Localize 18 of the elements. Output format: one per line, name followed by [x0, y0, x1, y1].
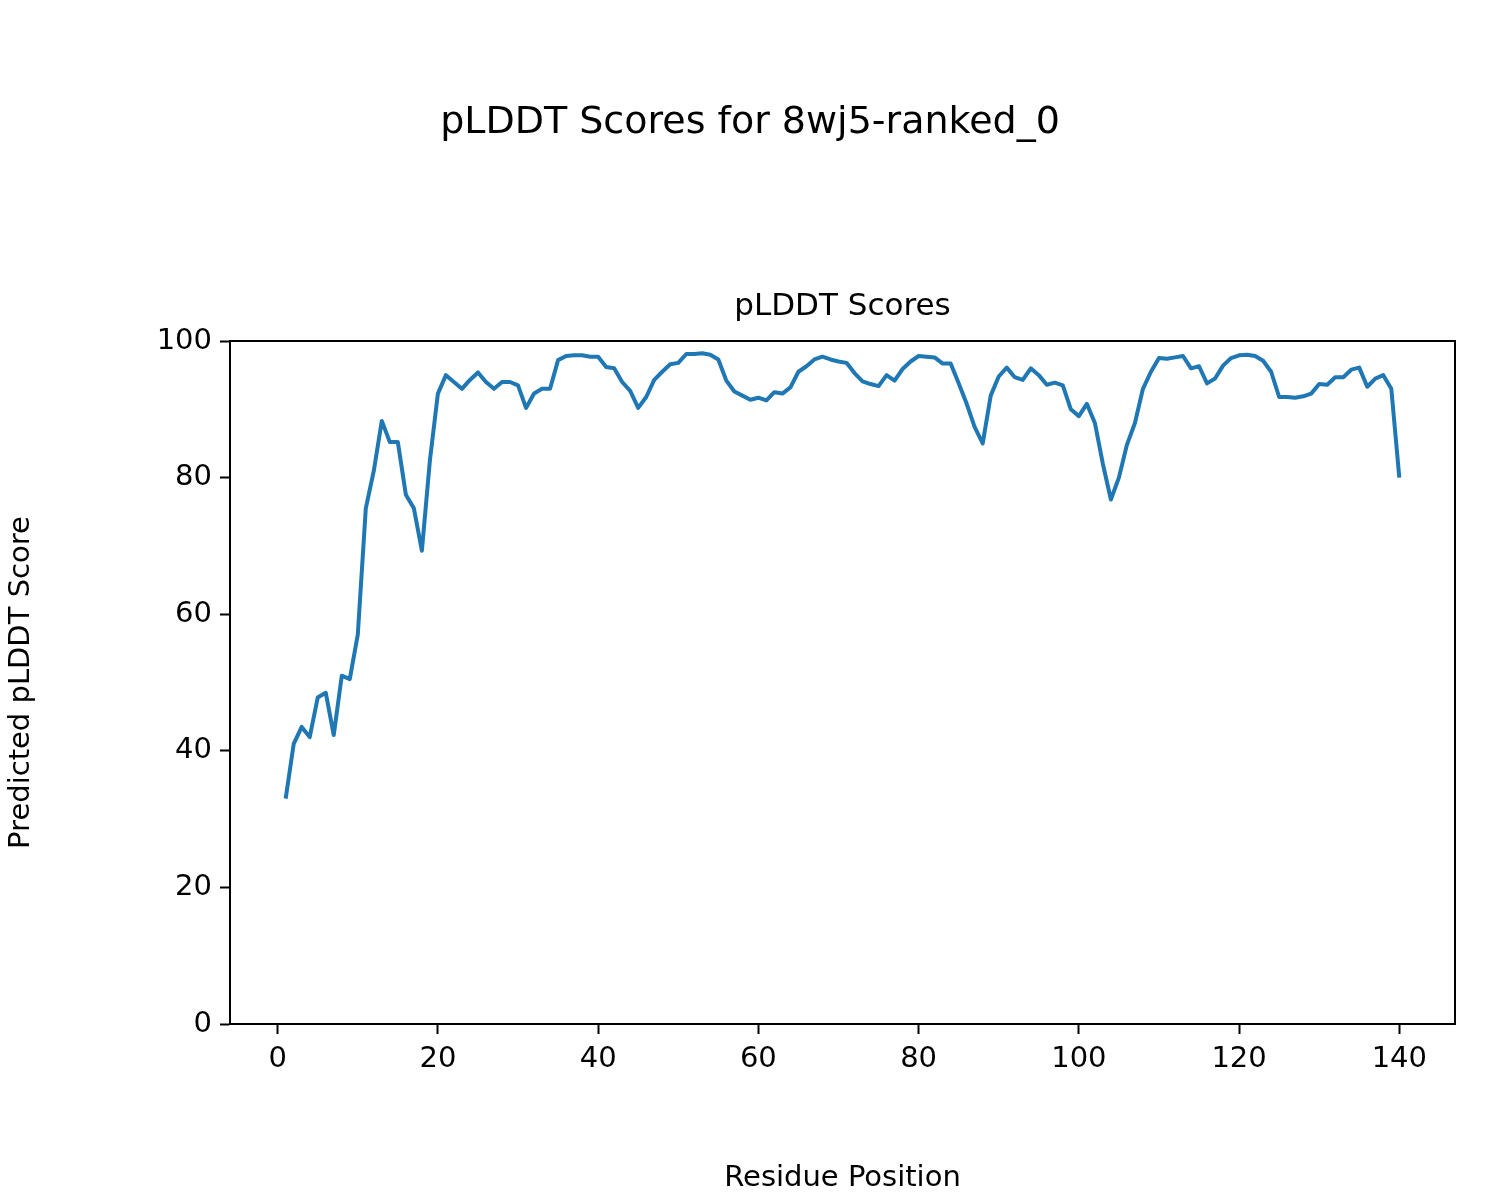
- x-tick-label: 100: [1051, 1039, 1107, 1074]
- x-tick-label: 140: [1371, 1039, 1427, 1074]
- x-axis-title: Residue Position: [724, 1159, 961, 1194]
- y-tick-label: 60: [175, 594, 212, 629]
- chart-title: pLDDT Scores for 8wj5-ranked_0: [440, 98, 1060, 142]
- y-tick-label: 100: [156, 321, 212, 356]
- y-tick-label: 20: [175, 867, 212, 902]
- y-tick-label: 0: [193, 1004, 212, 1039]
- y-tick-label: 40: [175, 731, 212, 766]
- x-tick-label: 20: [419, 1039, 457, 1074]
- y-tick-label: 80: [175, 458, 212, 493]
- x-tick-label: 60: [739, 1039, 777, 1074]
- x-tick-label: 0: [268, 1039, 287, 1074]
- x-tick-label: 80: [900, 1039, 938, 1074]
- x-tick-label: 120: [1211, 1039, 1267, 1074]
- x-tick-label: 40: [579, 1039, 617, 1074]
- chart-subtitle: pLDDT Scores: [734, 286, 951, 322]
- y-axis-title: Predicted pLDDT Score: [1, 516, 36, 849]
